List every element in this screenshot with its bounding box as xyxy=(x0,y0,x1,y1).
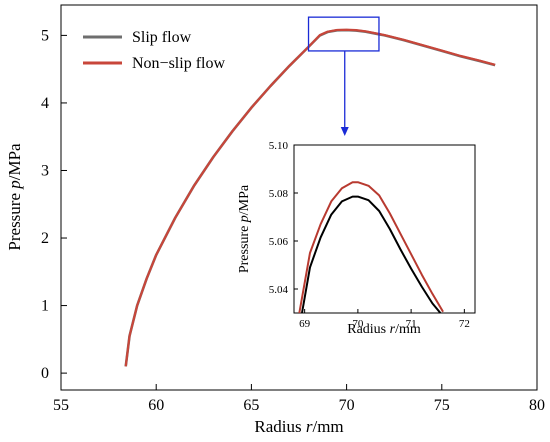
inset-x-tick-label-3: 72 xyxy=(459,318,470,330)
x-tick-label-0: 55 xyxy=(53,397,69,414)
y-tick-label-2: 2 xyxy=(41,230,49,247)
zoom-arrow-head xyxy=(340,127,349,136)
zoom-box xyxy=(307,16,380,52)
inset-series-line-slip xyxy=(301,195,442,314)
x-tick-label-3: 70 xyxy=(339,397,355,414)
y-tick-label-0: 0 xyxy=(41,365,49,382)
x-axis-title: Radius r/mm xyxy=(254,417,343,436)
main-series xyxy=(124,28,496,367)
inset-x-tick-label-1: 70 xyxy=(352,318,364,330)
x-tick-label-5: 80 xyxy=(529,397,545,414)
main-plot-frame xyxy=(60,4,538,391)
inset-y-tick-label-1: 5.06 xyxy=(269,236,289,248)
inset-series xyxy=(298,181,444,314)
main-ticks: 55 60 65 70 75 80 0 1 2 3 4 5 xyxy=(41,27,545,414)
inset-y-tick-label-3: 5.10 xyxy=(269,140,289,152)
y-tick-label-1: 1 xyxy=(41,298,49,315)
inset-plot-frame xyxy=(293,144,476,314)
legend-label-nonslip: Non−slip flow xyxy=(132,55,225,72)
x-tick-label-4: 75 xyxy=(434,397,450,414)
inset-x-axis-title: Radius r/mm xyxy=(347,322,421,337)
y-tick-label-4: 4 xyxy=(41,95,49,112)
legend-label-slip: Slip flow xyxy=(132,29,192,46)
inset-y-tick-label-0: 5.04 xyxy=(269,284,289,296)
inset-y-axis-title: Pressure p/MPa xyxy=(237,184,252,273)
inset-y-tick-label-2: 5.08 xyxy=(269,188,289,200)
y-tick-label-5: 5 xyxy=(41,27,49,44)
inset-x-tick-label-0: 69 xyxy=(299,318,311,330)
series-line-nonslip xyxy=(124,28,496,367)
x-tick-label-2: 65 xyxy=(243,397,259,414)
inset-x-tick-label-2: 71 xyxy=(406,318,417,330)
y-tick-label-3: 3 xyxy=(41,162,49,179)
inset-series-line-nonslip xyxy=(298,181,444,314)
inset-ticks: 69 70 71 72 5.04 5.06 5.08 5.10 xyxy=(269,140,470,330)
y-axis-title: Pressure p/MPa xyxy=(5,143,24,251)
legend: Slip flow Non−slip flow xyxy=(83,29,225,72)
x-tick-label-1: 60 xyxy=(148,397,164,414)
series-line-slip xyxy=(124,28,496,367)
